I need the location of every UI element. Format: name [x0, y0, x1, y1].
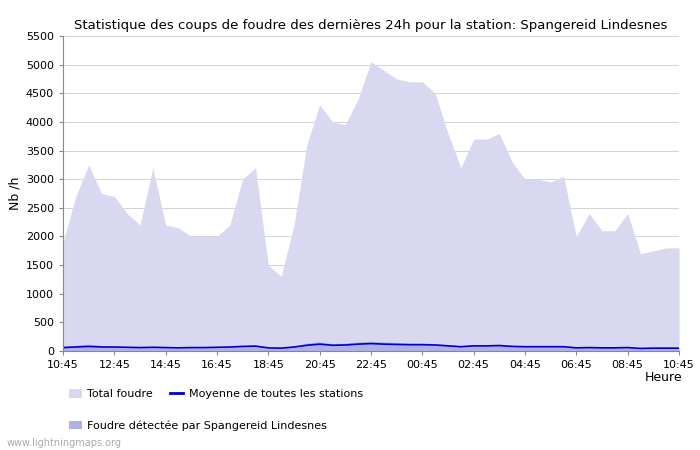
Text: www.lightningmaps.org: www.lightningmaps.org	[7, 438, 122, 448]
Title: Statistique des coups de foudre des dernières 24h pour la station: Spangereid Li: Statistique des coups de foudre des dern…	[74, 19, 668, 32]
Text: Heure: Heure	[645, 371, 682, 384]
Y-axis label: Nb /h: Nb /h	[8, 177, 22, 210]
Legend: Foudre détectée par Spangereid Lindesnes: Foudre détectée par Spangereid Lindesnes	[69, 420, 328, 431]
Legend: Total foudre, Moyenne de toutes les stations: Total foudre, Moyenne de toutes les stat…	[69, 389, 363, 400]
